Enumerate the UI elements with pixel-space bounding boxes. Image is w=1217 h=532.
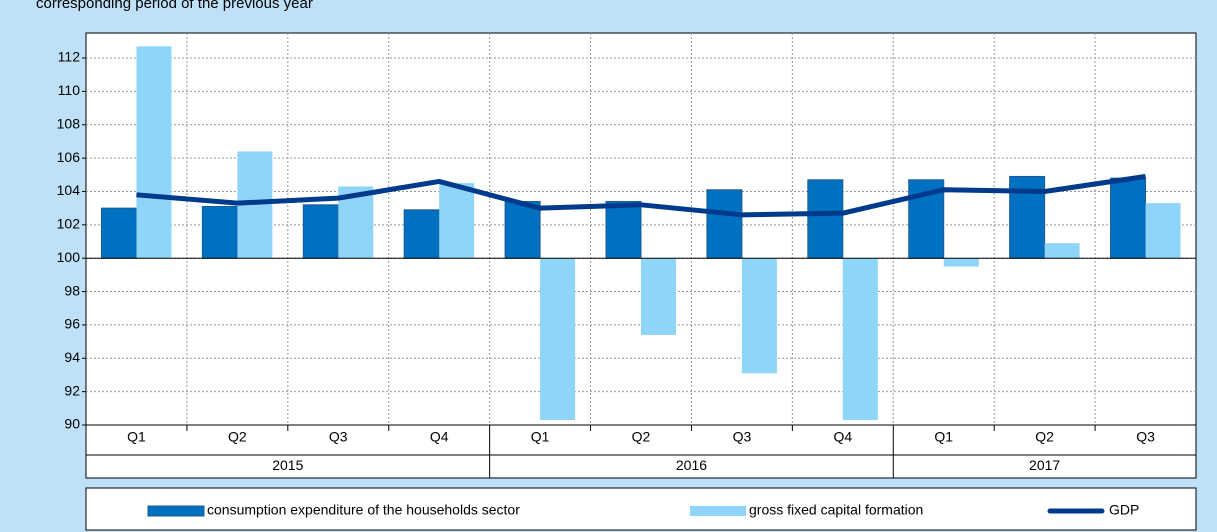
legend-swatch [690, 506, 746, 516]
bar [1110, 177, 1147, 259]
bar [504, 200, 541, 259]
x-tick-label: Q1 [127, 429, 146, 445]
y-tick-label: 112 [58, 49, 81, 65]
y-tick-label: 96 [64, 316, 80, 332]
x-group-label: 2015 [272, 457, 303, 473]
legend-label: gross fixed capital formation [749, 502, 923, 518]
bar [439, 183, 475, 259]
x-tick-label: Q3 [1136, 429, 1155, 445]
bar [943, 258, 979, 267]
y-tick-label: 102 [57, 216, 81, 232]
x-tick-label: Q1 [934, 429, 953, 445]
y-tick-label: 90 [64, 416, 80, 432]
x-tick-label: Q3 [733, 429, 752, 445]
bar [741, 258, 777, 374]
x-tick-label: Q4 [430, 429, 449, 445]
legend-label: GDP [1109, 502, 1139, 518]
y-tick-label: 110 [58, 82, 81, 98]
y-tick-label: 100 [57, 249, 81, 265]
bar [641, 258, 676, 335]
bar [201, 205, 238, 259]
x-group-label: 2016 [676, 457, 707, 473]
bar [842, 258, 878, 420]
bar [1145, 203, 1181, 259]
bar [302, 204, 339, 259]
bar [605, 200, 642, 259]
bar [403, 209, 440, 259]
y-tick-label: 106 [57, 149, 81, 165]
y-tick-label: 94 [64, 349, 80, 365]
bar [136, 46, 172, 259]
x-tick-label: Q3 [329, 429, 348, 445]
y-tick-label: 98 [64, 282, 80, 298]
x-tick-label: Q4 [833, 429, 852, 445]
x-group-label: 2017 [1029, 457, 1060, 473]
bar [540, 258, 576, 420]
x-tick-label: Q1 [531, 429, 550, 445]
bar [100, 207, 137, 259]
line [136, 173, 1146, 218]
legend-box [85, 487, 1197, 531]
y-tick-label: 104 [57, 182, 81, 198]
legend-swatch [147, 505, 205, 517]
x-tick-label: Q2 [1035, 429, 1054, 445]
y-tick-label: 92 [64, 382, 80, 398]
x-tick-label: Q2 [632, 429, 651, 445]
bar [706, 189, 743, 259]
bar [807, 179, 844, 259]
chart-title: corresponding period of the previous yea… [36, 0, 313, 12]
legend-label: consumption expenditure of the household… [207, 502, 520, 518]
y-tick-label: 108 [57, 115, 81, 131]
x-tick-label: Q2 [228, 429, 247, 445]
bar [1044, 243, 1080, 259]
